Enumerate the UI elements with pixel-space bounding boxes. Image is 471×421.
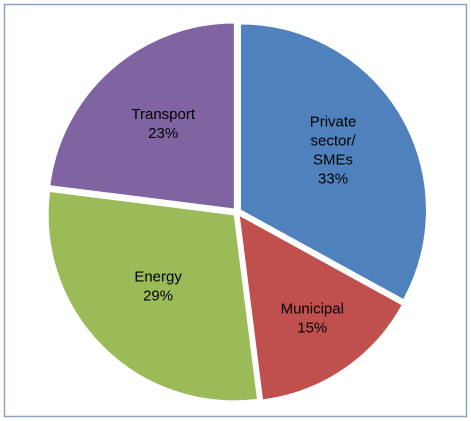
pie-slice — [239, 23, 427, 301]
slice-label-line: Transport — [131, 106, 195, 123]
slice-label: Transport — [131, 106, 195, 123]
slice-label-line: sector/ — [311, 133, 357, 150]
slice-value-label: 23% — [148, 125, 178, 142]
slice-label: Municipal — [281, 300, 344, 317]
slice-label: Private sector/SMEs — [310, 114, 357, 169]
slice-label-line: SMEs — [313, 152, 353, 169]
pie-slice — [49, 22, 235, 210]
slice-label-line: Private — [310, 114, 357, 131]
slice-value-label: 15% — [297, 319, 327, 336]
slice-label-line: Municipal — [281, 300, 344, 317]
slice-label-line: Energy — [134, 268, 182, 285]
slice-label: Energy — [134, 268, 182, 285]
slice-value-label: 33% — [318, 171, 348, 188]
pie-slice — [47, 190, 259, 402]
slice-value-label: 29% — [143, 287, 173, 304]
pie-slice — [238, 214, 403, 401]
